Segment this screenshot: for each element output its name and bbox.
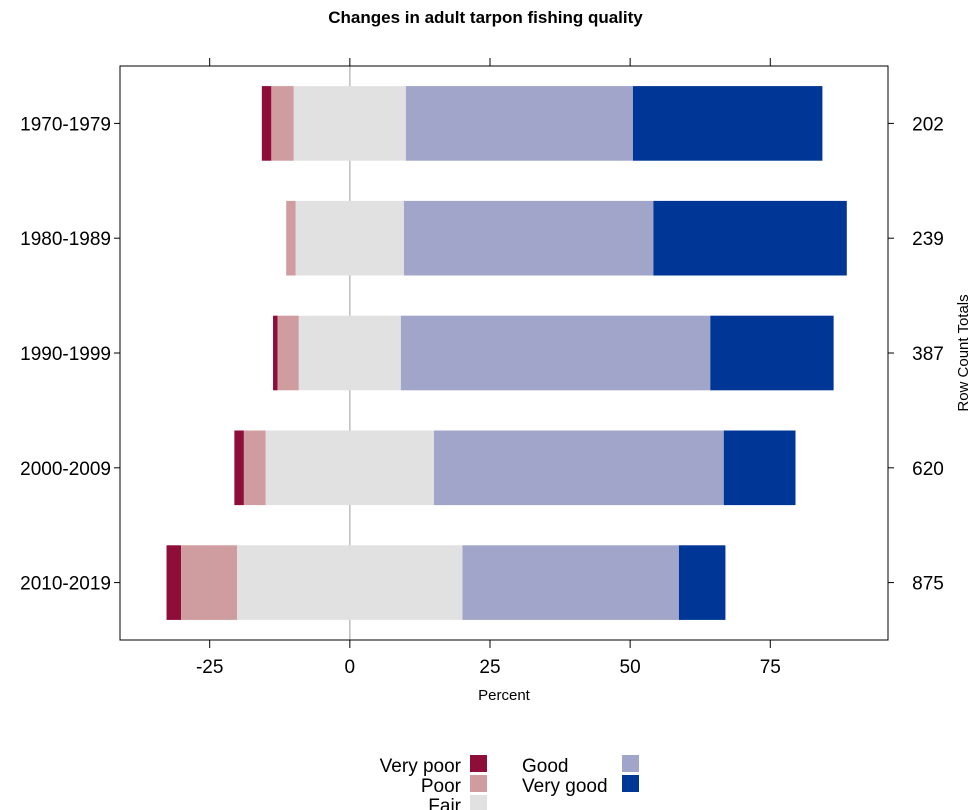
y-tick-label: 2000-2009 [20,459,111,480]
row-total-label: 202 [912,114,944,135]
bar-segment [273,315,278,391]
bar-segment [632,86,823,161]
legend-swatch [622,775,639,792]
bar-segment [298,315,401,391]
bar-segment [243,430,266,506]
legend-label: Very good [522,776,608,797]
x-tick-label: 25 [479,657,500,678]
bar-segment [462,545,679,620]
x-axis-label: Percent [478,687,531,704]
row-total-label: 875 [912,574,944,595]
bar-segment [710,315,834,391]
bar-segment [265,430,434,506]
bar-segment [293,86,406,161]
x-tick-label: 50 [620,657,641,678]
bar-segment [723,430,796,506]
bar-segment [653,200,847,276]
row-total-label: 620 [912,459,944,480]
bar-segment [234,430,244,506]
y-tick-label: 1980-1989 [20,229,111,250]
bar-segment [405,86,633,161]
legend-label: Fair [428,796,461,810]
legend-label: Good [522,756,568,777]
legend-swatch [470,795,487,810]
bar-segment [277,315,299,391]
x-tick-label: 75 [760,657,781,678]
bar-segment [295,200,404,276]
legend-label: Poor [421,776,462,797]
row-total-label: 387 [912,344,944,365]
legend-swatch [622,755,639,772]
y-tick-label: 1990-1999 [20,344,111,365]
bar-segment [678,545,726,620]
legend-label: Very poor [380,756,462,777]
chart-title: Changes in adult tarpon fishing quality [328,8,643,27]
bar-segment [271,86,294,161]
x-tick-label: -25 [196,657,223,678]
bar-segment [403,200,654,276]
bar-segment [400,315,711,391]
bar-segment [261,86,272,161]
bar-segment [181,545,238,620]
y2-axis-label: Row Count Totals [955,294,971,411]
legend-swatch [470,775,487,792]
bar-segment [237,545,463,620]
y-tick-label: 2010-2019 [20,574,111,595]
legend-swatch [470,755,487,772]
y-tick-label: 1970-1979 [20,114,111,135]
x-tick-label: 0 [345,657,356,678]
bar-segment [433,430,724,506]
bar-segment [166,545,182,620]
bar-segment [286,200,296,276]
row-total-label: 239 [912,229,944,250]
